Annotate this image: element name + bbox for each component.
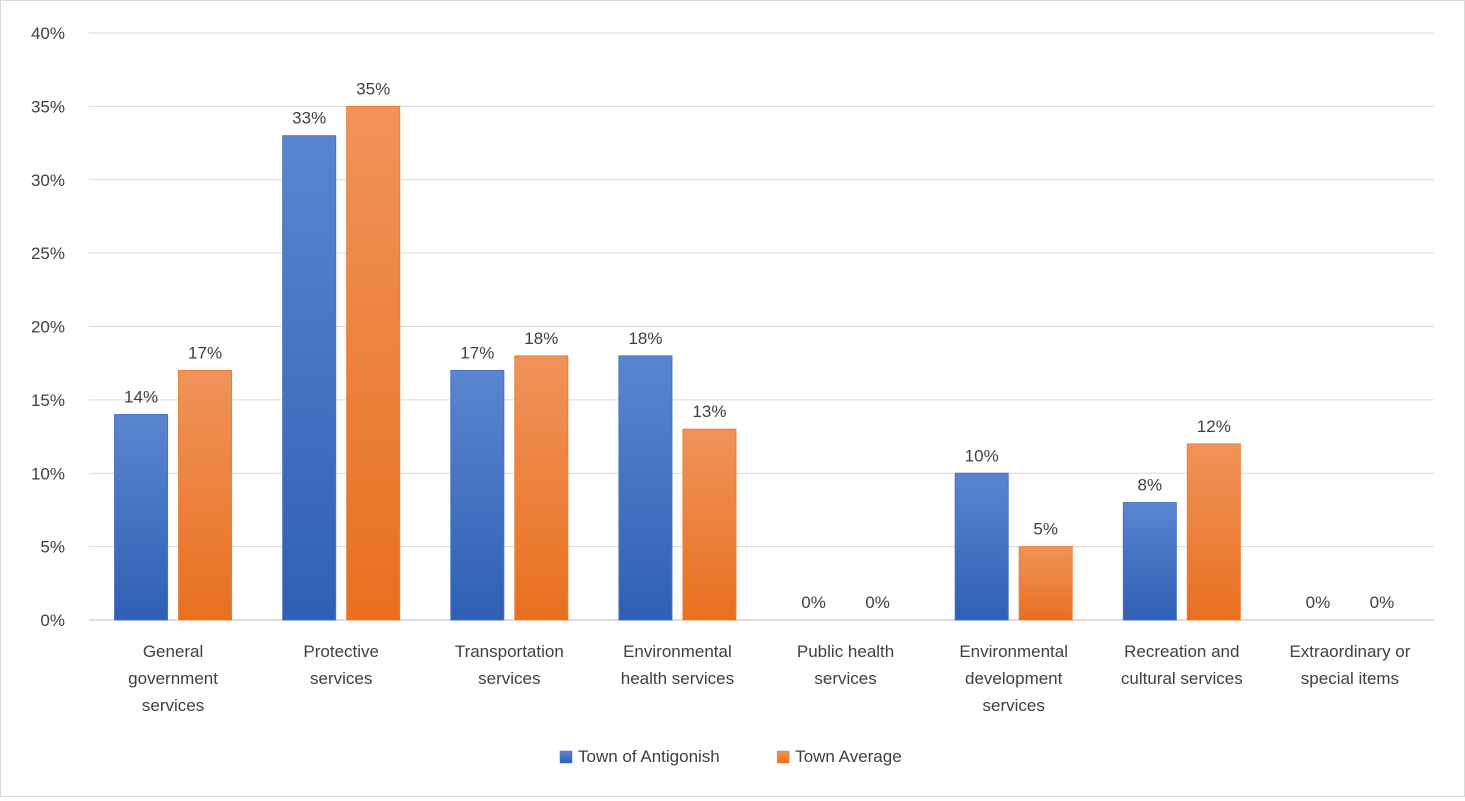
bar <box>954 472 1009 621</box>
x-tick-label: Extraordinary or <box>1289 642 1410 661</box>
x-tick-label: cultural services <box>1121 669 1243 688</box>
legend: Town of Antigonish Town Average <box>559 747 902 766</box>
y-tick-label: 15% <box>31 391 65 410</box>
data-label: 0% <box>1306 593 1331 612</box>
y-tick-label: 10% <box>31 464 65 483</box>
x-tick-label: Protective <box>303 642 379 661</box>
x-tick-label: special items <box>1301 669 1399 688</box>
x-tick-label: Environmental <box>623 642 732 661</box>
data-label: 35% <box>356 79 390 98</box>
data-label: 8% <box>1138 476 1163 495</box>
y-tick-label: 5% <box>40 538 65 557</box>
y-tick-label: 25% <box>31 244 65 263</box>
x-tick-label: services <box>478 669 540 688</box>
data-label: 14% <box>124 388 158 407</box>
data-label: 17% <box>460 344 494 363</box>
x-tick-label: Environmental <box>959 642 1068 661</box>
data-label: 10% <box>965 446 999 465</box>
bar <box>450 370 505 621</box>
x-tick-label: government <box>128 669 218 688</box>
y-tick-label: 35% <box>31 97 65 116</box>
bar <box>282 135 337 621</box>
bar <box>178 370 233 621</box>
data-label: 17% <box>188 344 222 363</box>
data-label: 0% <box>865 593 890 612</box>
legend-swatch <box>559 750 573 764</box>
bar <box>618 355 673 621</box>
x-tick-label: services <box>142 696 204 715</box>
y-axis-ticks: 0% 5% 10% 15% 20% 25% 30% 35% 40% <box>31 24 65 630</box>
x-tick-label: Public health <box>797 642 894 661</box>
legend-label: Town of Antigonish <box>578 747 720 766</box>
data-label: 5% <box>1033 520 1058 539</box>
bar <box>514 355 569 621</box>
data-label: 0% <box>801 593 826 612</box>
x-tick-label: services <box>814 669 876 688</box>
y-tick-label: 30% <box>31 171 65 190</box>
data-label: 18% <box>628 329 662 348</box>
y-tick-label: 0% <box>40 611 65 630</box>
bar <box>114 414 169 621</box>
x-axis-categories: General government services Protective servi… <box>128 642 1411 715</box>
x-tick-label: development <box>965 669 1063 688</box>
x-tick-label: health services <box>621 669 734 688</box>
bar <box>346 105 401 621</box>
legend-label: Town Average <box>795 747 901 766</box>
bar <box>1186 443 1241 621</box>
data-label: 18% <box>524 329 558 348</box>
x-tick-label: services <box>310 669 372 688</box>
x-tick-label: Recreation and <box>1124 642 1239 661</box>
y-tick-label: 20% <box>31 318 65 337</box>
data-label: 12% <box>1197 417 1231 436</box>
data-label: 13% <box>692 402 726 421</box>
data-label: 0% <box>1370 593 1395 612</box>
bar <box>1122 502 1177 621</box>
x-tick-label: services <box>983 696 1045 715</box>
x-tick-label: General <box>143 642 203 661</box>
data-label: 33% <box>292 109 326 128</box>
legend-swatch <box>776 750 790 764</box>
bar <box>682 428 737 621</box>
bar <box>1018 546 1073 621</box>
y-tick-label: 40% <box>31 24 65 43</box>
data-labels: 14% 17% 33% 35% 17% 18% 18% 13% 0% 0% 10% 5% 8% 12% 0%… <box>124 79 1394 612</box>
bars <box>114 105 1241 621</box>
x-tick-label: Transportation <box>455 642 564 661</box>
